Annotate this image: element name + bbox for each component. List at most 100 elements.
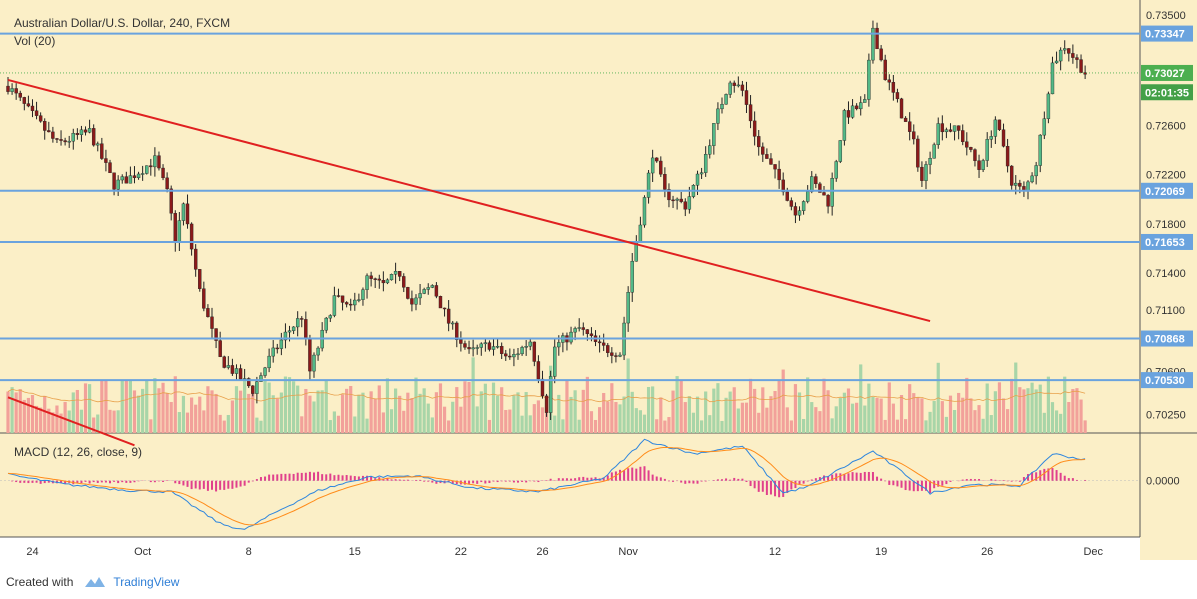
volume-bar: [1014, 362, 1018, 433]
volume-bar: [145, 379, 149, 433]
volume-bar: [736, 408, 740, 433]
candle-body: [846, 110, 851, 118]
volume-bar: [39, 407, 43, 433]
candle-body: [1005, 146, 1010, 167]
volume-bar: [471, 357, 475, 433]
candle-body: [381, 280, 386, 284]
candle-body: [116, 179, 120, 190]
price-label-box: [1141, 372, 1193, 389]
volume-bar: [1046, 376, 1050, 433]
candles: [6, 20, 1087, 421]
candle-body: [818, 183, 822, 193]
volume-bar: [108, 409, 112, 433]
candle-body: [642, 197, 647, 226]
volume-bar: [614, 401, 618, 433]
price-label-box: [1141, 330, 1193, 347]
candle-body: [781, 179, 785, 193]
trendline-main[interactable]: [7, 78, 931, 323]
volume-bar: [430, 417, 434, 433]
volume-bar: [508, 409, 512, 433]
volume-bar: [422, 388, 426, 433]
candle-body: [789, 200, 794, 207]
candle-body: [720, 103, 724, 110]
y-tick-label: 0.71100: [1146, 305, 1185, 317]
volume-bar: [438, 383, 443, 433]
candle-body: [1034, 165, 1038, 177]
candle-body: [140, 173, 145, 175]
candle-body: [291, 326, 296, 331]
candle-body: [830, 178, 834, 207]
volume-bar: [634, 408, 638, 433]
candle-body: [553, 346, 557, 377]
volume-bar: [993, 391, 997, 433]
y-tick-label: 0.71400: [1146, 268, 1186, 280]
candle-body: [149, 165, 153, 168]
volume-bar: [43, 395, 47, 433]
volume-bar: [712, 388, 716, 433]
volume-bar: [769, 396, 773, 433]
volume-bar: [740, 402, 744, 433]
candle-body: [210, 316, 214, 329]
candle-body: [263, 367, 267, 376]
candle-body: [226, 365, 231, 368]
macd-pane: [0, 438, 1140, 530]
volume-bar: [18, 389, 22, 433]
volume-bar: [218, 414, 222, 433]
candle-body: [548, 376, 553, 413]
candle-body: [740, 84, 745, 91]
tradingview-logo-icon[interactable]: [83, 575, 107, 589]
candle-body: [871, 27, 875, 61]
volume-bar: [271, 395, 275, 433]
volume-bar: [850, 403, 855, 433]
x-tick-label: Dec: [1083, 546, 1103, 558]
volume-bar: [226, 414, 230, 433]
candle-body: [757, 136, 761, 148]
volume-bar: [385, 378, 390, 433]
volume-bar: [626, 358, 630, 433]
candle-body: [569, 331, 573, 343]
volume-bar: [753, 388, 757, 433]
candle-body: [952, 125, 957, 132]
volume-bar: [932, 400, 936, 433]
volume-bar: [528, 415, 532, 433]
volume-bar: [185, 412, 190, 433]
volume-bar: [806, 377, 810, 433]
volume-bar: [577, 419, 581, 433]
volume-bar: [238, 390, 243, 433]
volume-bar: [353, 416, 357, 433]
volume-bar: [969, 398, 973, 433]
volume-bar: [687, 396, 691, 433]
candle-body: [365, 275, 369, 290]
volume-bar: [589, 411, 594, 433]
volume-bar: [316, 390, 320, 433]
candle-body: [251, 385, 255, 394]
candle-body: [51, 131, 55, 139]
chart-background: [0, 0, 1140, 537]
candle-body: [287, 330, 292, 333]
candle-body: [961, 130, 965, 142]
volume-bar: [463, 381, 467, 433]
candle-body: [487, 342, 492, 350]
candle-body: [936, 123, 940, 145]
candle-body: [826, 194, 830, 207]
candle-body: [989, 136, 993, 140]
candle-body: [655, 157, 659, 162]
volume-bar: [251, 391, 255, 433]
price-label-text: 0.71653: [1145, 237, 1185, 249]
volume-bar: [842, 392, 846, 433]
volume-bar: [128, 380, 132, 433]
candle-body: [732, 82, 736, 86]
trendline-lower[interactable]: [7, 396, 135, 447]
candle-body: [687, 196, 692, 210]
volume-bar: [655, 419, 659, 433]
tradingview-link[interactable]: TradingView: [113, 575, 180, 589]
volume-bar: [948, 395, 953, 433]
volume-bar: [683, 402, 687, 433]
volume-bar: [173, 376, 177, 433]
volume-bar: [365, 418, 369, 433]
candle-body: [259, 375, 263, 382]
candle-body: [765, 154, 769, 159]
volume-bar: [14, 392, 18, 433]
candle-body: [87, 128, 92, 133]
